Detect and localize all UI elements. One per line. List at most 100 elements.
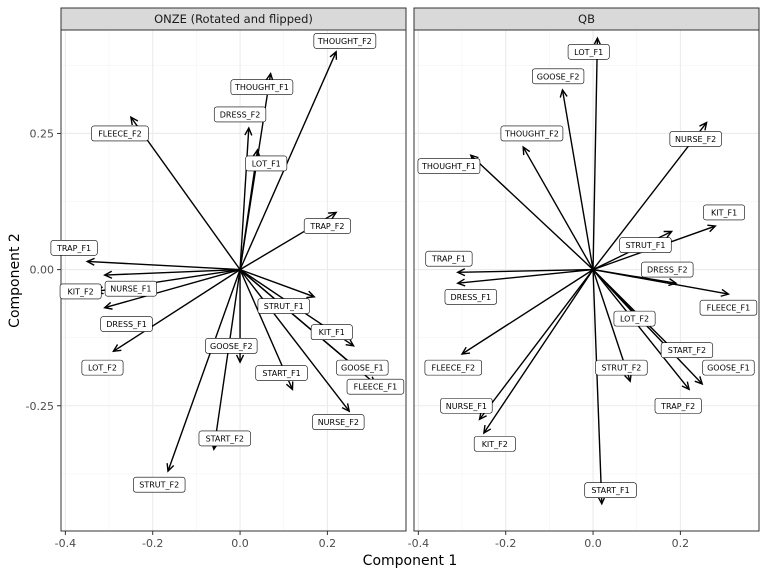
vector-label: LOT_F1	[245, 155, 288, 172]
vector-label: GOOSE_F2	[532, 68, 585, 85]
vector-label-text: FLEECE_F1	[354, 383, 398, 392]
vector-label-text: TRAP_F2	[309, 222, 344, 231]
vector-label: THOUGHT_F1	[417, 158, 481, 174]
arrowhead	[559, 88, 568, 98]
vector-label-text: FLEECE_F1	[707, 304, 751, 313]
panel-background	[60, 29, 407, 532]
vector-label-box	[440, 397, 493, 414]
arrow-thought-f1	[470, 154, 594, 271]
arrowhead	[593, 36, 602, 46]
vector-label-box	[100, 316, 153, 332]
arrowhead	[103, 270, 113, 279]
vector-label-text: STRUT_F2	[139, 481, 179, 490]
arrowhead	[85, 257, 95, 266]
vector-label-text: KIT_F2	[482, 440, 508, 449]
vector-label: NURSE_F1	[104, 280, 157, 297]
vector-label: KIT_F2	[473, 436, 516, 452]
arrow-dress-f1	[457, 268, 594, 284]
arrowhead	[522, 145, 531, 156]
vector-label: TRAP_F1	[50, 240, 98, 256]
x-axis-title: Component 1	[363, 553, 458, 569]
arrowhead	[694, 376, 704, 386]
vector-label: THOUGHT_F1	[230, 79, 294, 95]
vector-label: GOOSE_F1	[336, 359, 389, 376]
vector-label-box	[245, 155, 288, 172]
x-tick-label: 0.0	[584, 537, 602, 550]
vector-label-text: DRESS_F1	[450, 293, 491, 302]
vector-label-text: FLEECE_F2	[98, 129, 142, 138]
vector-label-box	[336, 359, 389, 376]
vector-label: GOOSE_F1	[702, 359, 755, 376]
arrow-trap-f1	[457, 268, 594, 274]
vector-label: TRAP_F1	[425, 250, 473, 267]
vector-label-box	[303, 218, 351, 234]
vector-label-box	[104, 280, 157, 297]
vector-label-box	[50, 240, 98, 256]
y-tick-label: -0.25	[26, 400, 54, 413]
vector-label: GOOSE_F2	[205, 338, 258, 354]
vector-label-text: FLEECE_F2	[432, 364, 476, 373]
arrowhead	[235, 354, 245, 364]
vector-label: DRESS_F1	[100, 316, 153, 332]
arrowhead	[456, 268, 466, 277]
panel-border	[413, 29, 760, 532]
vector-label: TRAP_F2	[303, 218, 351, 234]
vector-label: STRUT_F1	[257, 298, 310, 314]
vector-label: FLEECE_F1	[699, 299, 758, 316]
vector-label-box	[417, 158, 481, 174]
arrowhead	[482, 424, 492, 435]
vector-label-box	[255, 365, 308, 381]
vector-label-box	[59, 283, 102, 300]
arrowhead	[328, 211, 338, 220]
vector-label-box	[310, 324, 353, 341]
vector-label-text: STRUT_F1	[264, 302, 304, 311]
vector-label-text: GOOSE_F2	[537, 72, 580, 81]
vector-label-text: LOT_F2	[620, 315, 649, 324]
vector-label-text: NURSE_F2	[318, 418, 359, 427]
arrowhead	[329, 50, 338, 60]
vector-label-text: START_F2	[206, 434, 244, 443]
vector-label: DRESS_F1	[444, 289, 497, 305]
vector-label-text: TRAP_F1	[431, 255, 466, 264]
vector-label-text: STRUT_F2	[601, 364, 641, 373]
x-tick-label: -0.4	[55, 537, 76, 550]
x-tick-label: -0.2	[495, 537, 516, 550]
vector-label-box	[595, 359, 648, 376]
arrowhead	[478, 411, 487, 421]
x-tick-label: -0.4	[408, 537, 429, 550]
vector-label-box	[703, 204, 745, 221]
vector-label-text: LOT_F2	[88, 364, 117, 373]
x-tick-label: 0.2	[319, 537, 337, 550]
arrowhead	[460, 346, 471, 355]
vector-label-text: NURSE_F1	[110, 285, 151, 294]
vector-label: KIT_F2	[59, 283, 102, 300]
y-tick-label: 0.25	[30, 127, 55, 140]
vector-label-box	[205, 338, 258, 354]
vector-label-text: STRUT_F1	[625, 241, 665, 250]
vector-label-box	[346, 378, 405, 395]
panel-title: ONZE (Rotated and flipped)	[154, 12, 313, 26]
vector-label-box	[619, 237, 672, 253]
arrow-nurse-f1	[478, 269, 594, 420]
vector-label-box	[473, 436, 516, 452]
vector-label: TRAP_F2	[654, 397, 702, 414]
arrow-goose-f1	[592, 269, 703, 385]
vector-label-box	[425, 250, 473, 267]
arrowhead	[252, 148, 261, 158]
vector-label-text: START_F2	[668, 346, 706, 355]
arrow-goose-f2	[561, 89, 594, 270]
arrowhead	[166, 463, 175, 473]
vector-label: FLEECE_F2	[424, 359, 483, 376]
arrow-lot-f1	[592, 38, 599, 270]
arrowhead	[707, 224, 717, 233]
panel-1: ONZE (Rotated and flipped) THOUGHT_F2 THOU…	[50, 7, 407, 550]
vector-label-box	[313, 33, 377, 49]
arrowhead	[103, 301, 113, 310]
vector-label: THOUGHT_F2	[313, 33, 377, 49]
vector-label-text: THOUGHT_F1	[421, 162, 476, 171]
vector-label-box	[444, 289, 497, 305]
vector-label-text: THOUGHT_F1	[234, 83, 289, 92]
arrow-start-f1	[592, 269, 603, 504]
arrow-strut-f1	[239, 268, 315, 298]
vector-label-text: START_F1	[591, 486, 629, 495]
